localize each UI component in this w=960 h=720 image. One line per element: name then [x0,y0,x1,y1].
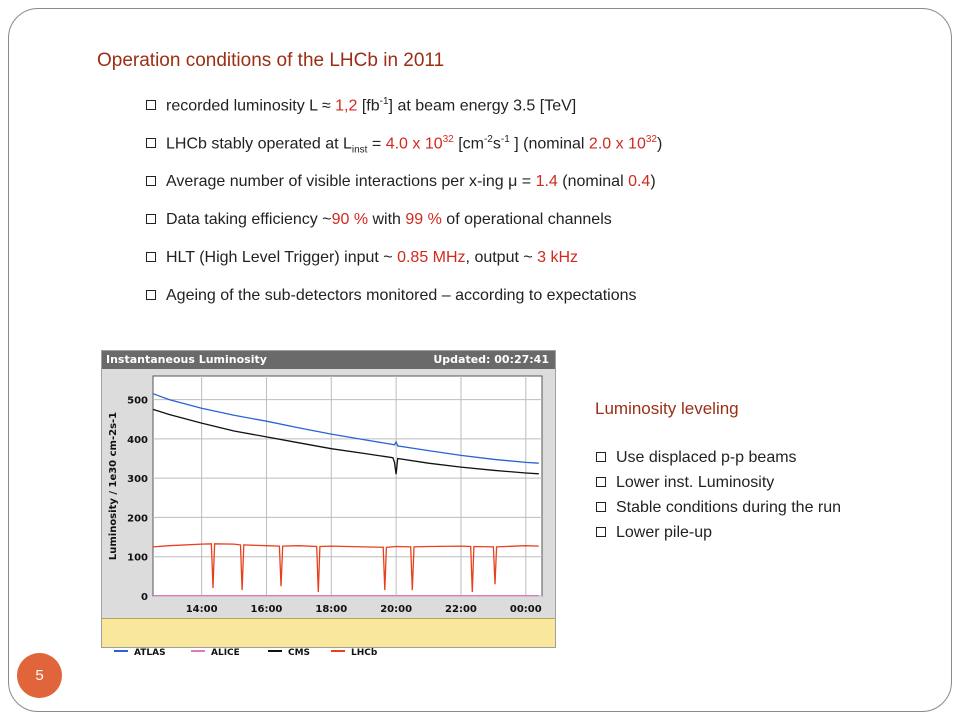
legend-label-cms: CMS [288,648,310,658]
legend-label-alice: ALICE [211,648,240,658]
y-tick-label: 300 [127,474,148,485]
slide-frame [8,8,952,712]
chart-updated-time: Updated: 00:27:41 [433,353,549,366]
checkbox-bullet-icon [596,477,606,487]
x-tick-label: 00:00 [510,604,542,615]
checkbox-bullet-icon [596,452,606,462]
y-tick-label: 100 [127,553,148,564]
series-line-cms [152,408,539,475]
side-item: Lower pile-up [596,524,712,542]
chart-legend: ATLAS ALICE CMS LHCb [102,618,555,658]
bullet-data-efficiency: Data taking efficiency ~90 % with 99 % o… [146,211,612,229]
x-tick-label: 20:00 [380,604,412,615]
legend-label-lhcb: LHCb [351,648,378,658]
y-tick-label: 500 [127,396,148,407]
bullet-visible-interactions: Average number of visible interactions p… [146,173,656,191]
y-tick-label: 400 [127,435,148,446]
series-line-lhcb [152,543,539,593]
x-tick-label: 18:00 [315,604,347,615]
plot-area [152,375,543,597]
checkbox-bullet-icon [146,176,156,186]
chart-title: Instantaneous Luminosity [106,353,267,366]
x-tick-label: 16:00 [251,604,283,615]
y-axis-label: Luminosity / 1e30 cm-2s-1 [108,412,119,560]
x-tick-label: 14:00 [186,604,218,615]
chart-plot-svg: 0 100 200 300 400 500 14:00 16:00 18:00 20:00 22:0… [108,375,543,615]
bullet-recorded-luminosity: recorded luminosity L ≈ 1,2 [fb-1] at be… [146,96,576,115]
checkbox-bullet-icon [146,252,156,262]
y-tick-label: 0 [141,592,148,603]
luminosity-chart: Instantaneous Luminosity Updated: 00:27:… [101,350,556,658]
checkbox-bullet-icon [596,502,606,512]
slide-title: Operation conditions of the LHCb in 2011 [97,50,445,71]
side-item: Use displaced p-p beams [596,449,797,467]
checkbox-bullet-icon [146,214,156,224]
bullet-inst-luminosity: LHCb stably operated at Linst = 4.0 x 10… [146,134,662,156]
bullet-ageing: Ageing of the sub-detectors monitored – … [146,287,637,305]
series-line-atlas [152,393,539,464]
page-number-badge: 5 [17,653,62,698]
x-tick-label: 22:00 [445,604,477,615]
bullet-hlt: HLT (High Level Trigger) input ~ 0.85 MH… [146,249,578,267]
chart-legend-svg: ATLAS ALICE CMS LHCb [114,648,378,658]
side-item: Stable conditions during the run [596,499,841,517]
chart-header: Instantaneous Luminosity Updated: 00:27:… [102,351,555,369]
checkbox-bullet-icon [146,290,156,300]
side-item: Lower inst. Luminosity [596,474,774,492]
legend-label-atlas: ATLAS [134,648,166,658]
checkbox-bullet-icon [146,100,156,111]
checkbox-bullet-icon [596,527,606,537]
side-title: Luminosity leveling [595,399,739,418]
checkbox-bullet-icon [146,138,156,149]
y-tick-label: 200 [127,513,148,524]
